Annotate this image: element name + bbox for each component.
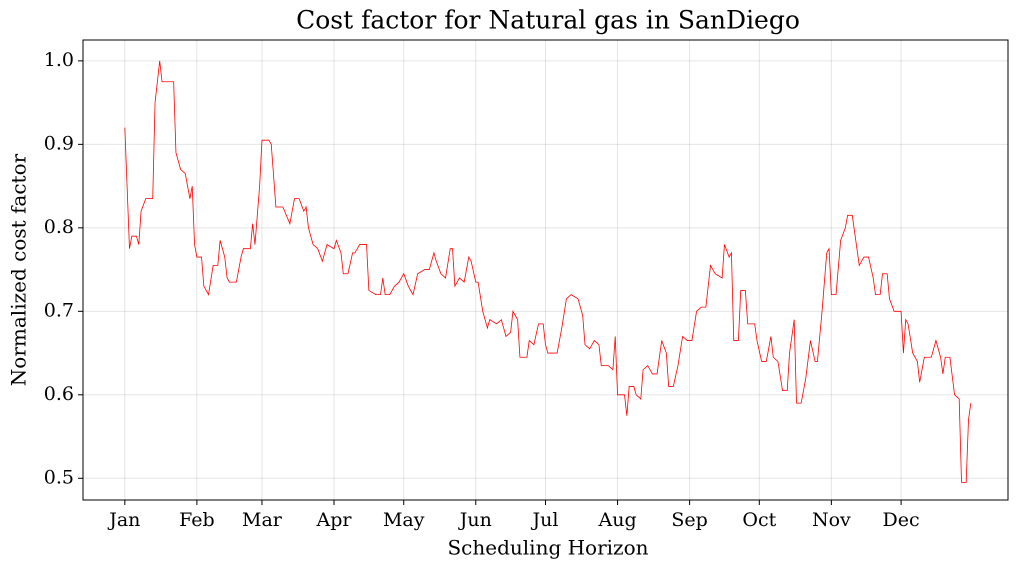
x-tick-label: Feb [179,509,215,531]
x-tick-label: Dec [883,509,920,531]
x-tick-label: Sep [671,509,707,531]
y-axis-label: Normalized cost factor [7,153,31,386]
y-tick-label: 0.6 [44,383,74,405]
y-tick-label: 0.5 [44,466,74,488]
x-tick-label: May [383,509,425,531]
y-tick-label: 0.7 [44,299,74,321]
x-axis-label: Scheduling Horizon [447,536,648,560]
y-tick-label: 0.9 [44,132,74,154]
x-tick-label: Aug [597,509,636,531]
x-tick-label: Jul [531,509,559,531]
y-tick-label: 0.8 [44,216,74,238]
x-tick-label: Jan [107,509,140,531]
x-tick-label: Mar [242,509,283,531]
x-tick-label: Apr [316,509,353,531]
x-tick-label: Jun [458,509,492,531]
x-tick-label: Nov [812,509,851,531]
x-tick-label: Oct [742,509,776,531]
data-line [124,60,972,483]
plot-frame [82,39,1009,501]
chart-title: Cost factor for Natural gas in SanDiego [296,6,800,35]
y-tick-label: 1.0 [44,49,74,71]
